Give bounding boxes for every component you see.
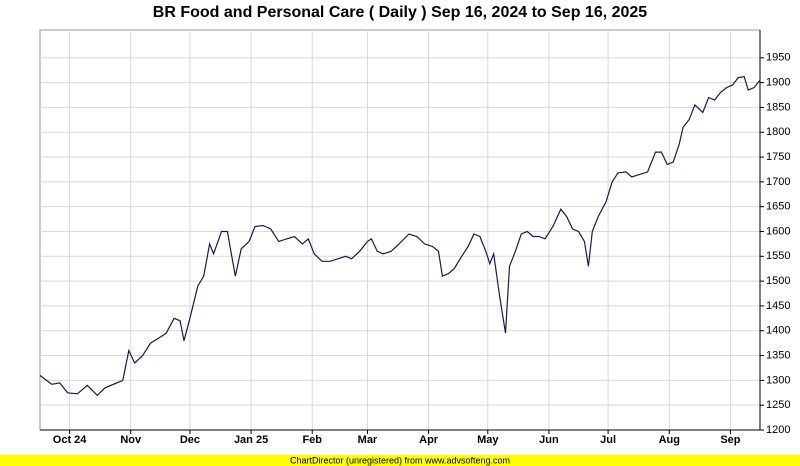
x-tick-label: Dec — [180, 434, 200, 446]
y-tick-label: 1700 — [766, 176, 790, 188]
x-tick-label: Jan 25 — [234, 434, 268, 446]
chart-title: BR Food and Personal Care ( Daily ) Sep … — [153, 4, 648, 21]
x-tick-label: Oct 24 — [53, 434, 88, 446]
y-tick-label: 1850 — [766, 101, 790, 113]
y-tick-label: 1650 — [766, 201, 790, 213]
y-tick-label: 1600 — [766, 225, 790, 237]
x-tick-label: Jun — [539, 434, 559, 446]
x-tick-label: Apr — [419, 434, 439, 446]
y-tick-label: 1450 — [766, 300, 790, 312]
price-line — [39, 76, 761, 397]
y-tick-label: 1400 — [766, 325, 790, 337]
y-tick-label: 1550 — [766, 250, 790, 262]
plot-area — [39, 29, 761, 431]
y-tick-label: 1200 — [766, 424, 790, 436]
y-tick-label: 1500 — [766, 275, 790, 287]
x-tick-label: May — [477, 434, 499, 446]
y-tick-label: 1300 — [766, 374, 790, 386]
footer: ChartDirector (unregistered) from www.ad… — [290, 455, 510, 465]
y-tick-label: 1250 — [766, 399, 790, 411]
x-tick-label: Nov — [120, 434, 142, 446]
y-tick-label: 1350 — [766, 349, 790, 361]
footer-bar — [0, 455, 800, 466]
y-tick-label: 1950 — [766, 52, 790, 64]
y-tick-label: 1900 — [766, 77, 790, 89]
y-tick-label: 1750 — [766, 151, 790, 163]
x-tick-label: Jul — [600, 434, 616, 446]
x-tick-label: Mar — [358, 434, 378, 446]
x-tick-label: Feb — [302, 434, 322, 446]
x-tick-label: Aug — [659, 434, 680, 446]
y-tick-label: 1800 — [766, 126, 790, 138]
x-tick-label: Sep — [720, 434, 740, 446]
